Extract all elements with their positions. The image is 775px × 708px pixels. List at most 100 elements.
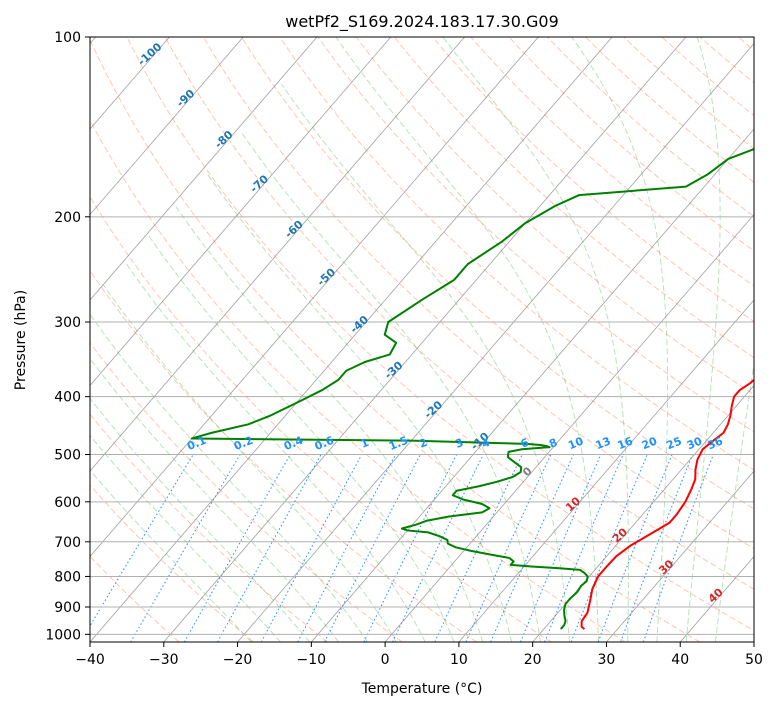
moist-adiabat-line [90, 357, 339, 642]
plot-area: -100-90-80-70-60-50-40-30-20-10010203040… [90, 37, 754, 642]
x-tick-label: 0 [381, 652, 390, 668]
y-tick-label: 300 [54, 315, 81, 331]
x-tick-label: −30 [149, 652, 179, 668]
mixing-ratio-label: 36 [706, 434, 725, 452]
mixing-ratio-line [183, 454, 291, 642]
profiles [190, 148, 754, 630]
y-tick-label: 500 [54, 448, 81, 464]
dry-adiabat-line [317, 37, 754, 433]
y-tick-label: 700 [54, 535, 81, 551]
mixing-ratio-labels: 0.1 0.2 0.4 0.6 1 1.5 2 3 4 6 8 10 13 16 20 25 30 36 [185, 434, 725, 453]
mixing-ratio-line [465, 454, 552, 642]
isotherm-line [90, 37, 539, 558]
dry-adiabat-line [90, 38, 701, 642]
moist-adiabat-line [685, 37, 721, 642]
y-tick-label: 100 [54, 30, 81, 46]
isotherm-line [90, 37, 613, 642]
mixing-ratio-line [544, 454, 624, 642]
isotherms [90, 37, 754, 642]
y-tick-label: 200 [54, 210, 81, 226]
mixing-ratio-line [90, 454, 194, 627]
y-tick-label: 1000 [45, 627, 81, 643]
dry-adiabat-line [126, 37, 754, 632]
mixing-ratio-line [520, 454, 602, 642]
mixing-ratio-label: 3 [453, 436, 465, 451]
x-tick-label: −10 [297, 652, 327, 668]
mixing-ratio-label: 13 [594, 434, 613, 452]
mixing-ratio-line [434, 454, 523, 642]
isotherm-line [458, 299, 754, 642]
dry-adiabat-line [164, 37, 754, 590]
isotherm-line [237, 42, 754, 642]
temperature-profile [580, 378, 754, 630]
isotherm-line [606, 470, 754, 642]
isotherm-line [163, 37, 687, 642]
plot-frame [89, 36, 755, 643]
y-axis-ticks: 100 200 300 400 500 600 700 800 900 1000 [45, 30, 90, 643]
mixing-ratio-line [260, 454, 363, 642]
mixing-ratio-line [490, 454, 574, 642]
moist-adiabat-line [442, 37, 629, 642]
dry-adiabat-line [90, 269, 477, 642]
mixing-ratio-label: 16 [616, 434, 635, 452]
x-tick-label: 40 [671, 652, 689, 668]
y-tick-label: 800 [54, 569, 81, 585]
x-tick-label: 10 [450, 652, 468, 668]
moist-adiabat-line [241, 133, 542, 642]
dry-adiabat-line [90, 196, 552, 642]
x-tick-label: −40 [75, 652, 105, 668]
isotherm-line [90, 37, 392, 387]
x-tick-label: −20 [223, 652, 253, 668]
moist-adiabat-line [90, 397, 311, 642]
pressure-gridlines [90, 37, 754, 635]
mixing-ratio-line [570, 454, 648, 642]
dry-adiabat-line [241, 37, 754, 510]
x-axis-label: Temperature (°C) [361, 681, 483, 697]
isotherm-line [311, 128, 754, 642]
mixing-ratio-label: 2 [417, 436, 429, 451]
moist-adiabat-line [90, 469, 252, 642]
mixing-ratio-line [620, 454, 694, 642]
mixing-ratio-lines [90, 454, 714, 642]
moist-adiabat-line [571, 37, 669, 642]
moist-adiabat-line [90, 313, 368, 642]
mixing-ratio-label: 1 [359, 436, 371, 451]
mixing-ratio-label: 30 [685, 434, 704, 452]
chart-title: wetPf2_S169.2024.183.17.30.G09 [285, 12, 559, 32]
y-tick-label: 600 [54, 495, 81, 511]
moist-adiabat-line [90, 434, 281, 642]
moist-adiabat-line [148, 235, 455, 642]
mixing-ratio-line [392, 454, 484, 642]
moist-adiabat-line [173, 203, 484, 642]
y-tick-label: 400 [54, 390, 81, 406]
y-tick-label: 900 [54, 600, 81, 616]
dry-adiabat-line [202, 37, 754, 550]
mixing-ratio-line [597, 454, 673, 642]
isotherm-line [90, 37, 465, 472]
isotherm-line [532, 384, 754, 642]
dry-adiabat-line [432, 37, 754, 323]
x-axis-ticks: −40 −30 −20 −10 0 10 20 30 40 50 [75, 642, 763, 668]
dry-adiabat-line [90, 484, 254, 642]
dry-adiabat-line [470, 37, 754, 287]
mixing-ratio-label: 8 [547, 436, 559, 451]
x-tick-label: 30 [598, 652, 616, 668]
y-axis-label: Pressure (hPa) [13, 290, 29, 390]
dry-adiabat-line [90, 119, 626, 642]
mixing-ratio-label: 25 [665, 434, 684, 452]
mixing-ratio-label: 20 [640, 434, 659, 452]
moist-adiabat-line [281, 84, 570, 642]
dewpoint-profile [190, 148, 754, 630]
dry-adiabat-line [90, 413, 329, 642]
isotherm-line [384, 213, 754, 642]
x-tick-label: 50 [745, 652, 763, 668]
dry-adiabats [90, 37, 754, 642]
moist-adiabat-line [715, 360, 754, 642]
isotherm-line [90, 37, 244, 216]
isotherm-line [90, 37, 318, 301]
mixing-ratio-line [642, 454, 714, 642]
dry-adiabat-line [355, 37, 754, 395]
mixing-ratio-label: 10 [566, 434, 585, 452]
